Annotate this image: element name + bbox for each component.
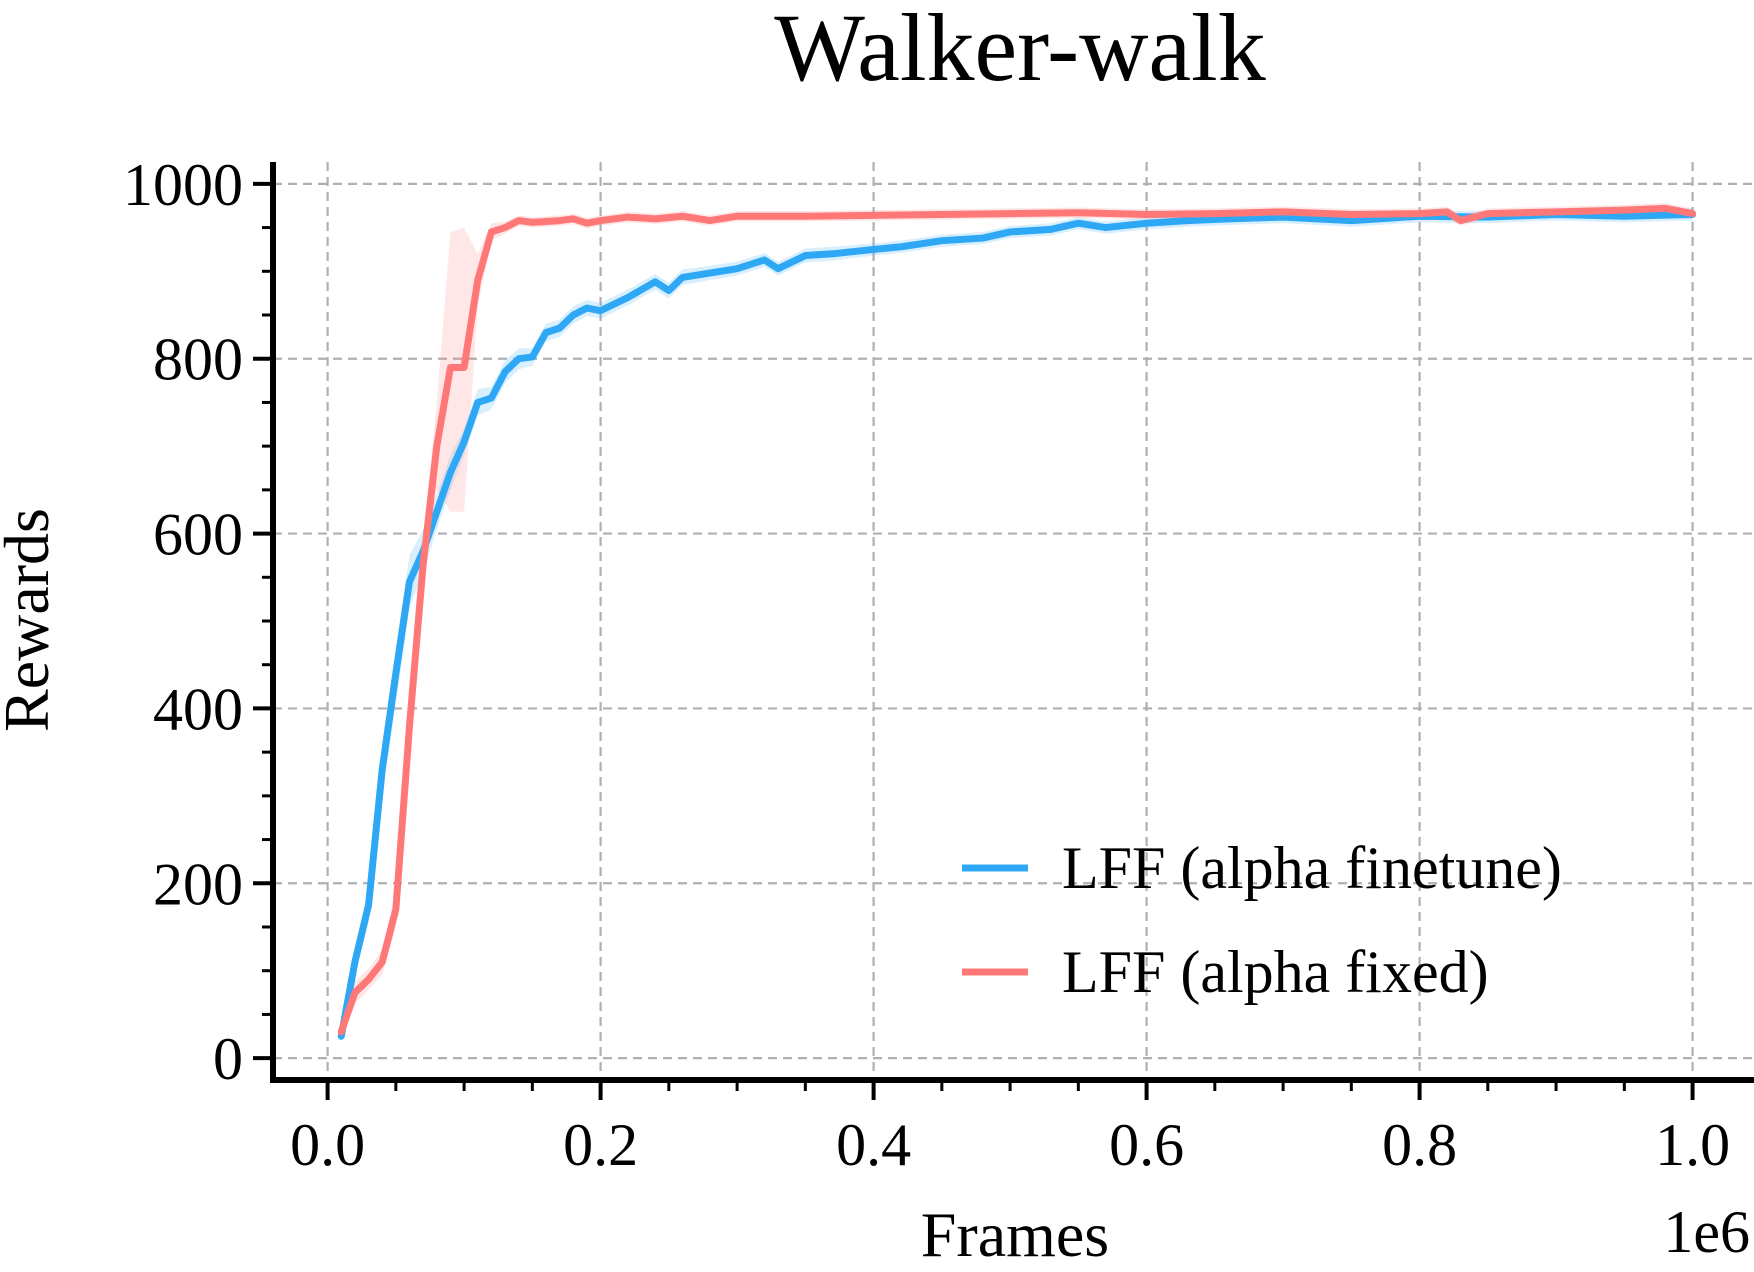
y-axis-label: Rewards: [0, 508, 62, 732]
legend-label: LFF (alpha fixed): [1062, 939, 1489, 1005]
x-axis-offset-label: 1e6: [1663, 1199, 1750, 1265]
x-tick-label: 1.0: [1655, 1112, 1730, 1178]
x-tick-label: 0.0: [290, 1112, 365, 1178]
tick-labels: 0.0 0.2 0.4 0.6 0.8 1.0 0 200 400 600 800 1000: [123, 152, 1730, 1178]
series-line-1: [337, 204, 1697, 1036]
x-tick-label: 0.2: [563, 1112, 638, 1178]
y-tick-label: 200: [153, 851, 243, 917]
grid-lines: [273, 162, 1754, 1080]
series-lines: [337, 204, 1697, 1040]
y-tick-label: 400: [153, 676, 243, 742]
y-tick-label: 1000: [123, 152, 243, 218]
series-line-0: [337, 210, 1697, 1040]
y-tick-label: 0: [213, 1026, 243, 1092]
legend: LFF (alpha finetune) LFF (alpha fixed): [962, 835, 1562, 1005]
confidence-bands: [341, 203, 1693, 1043]
x-tick-label: 0.8: [1382, 1112, 1457, 1178]
x-tick-label: 0.4: [836, 1112, 911, 1178]
x-axis-label: Frames: [921, 1199, 1109, 1270]
axes: [253, 162, 1754, 1100]
y-tick-label: 800: [153, 327, 243, 393]
legend-label: LFF (alpha finetune): [1062, 835, 1562, 901]
y-tick-label: 600: [153, 502, 243, 568]
x-tick-label: 0.6: [1109, 1112, 1184, 1178]
chart-title: Walker-walk: [774, 0, 1265, 101]
